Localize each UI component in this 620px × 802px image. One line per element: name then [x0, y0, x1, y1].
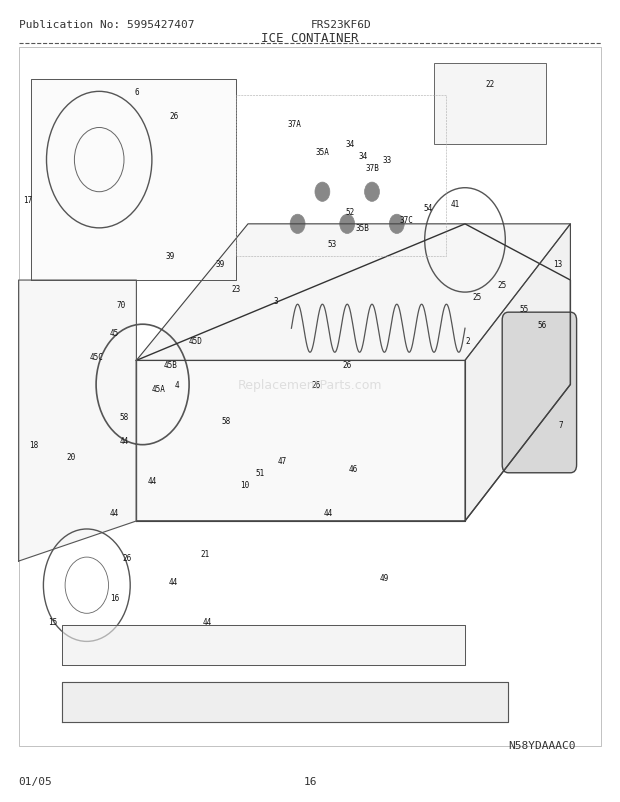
Circle shape — [365, 183, 379, 202]
Text: 25: 25 — [473, 292, 482, 302]
Text: 25: 25 — [498, 280, 507, 290]
Polygon shape — [136, 361, 465, 521]
Text: 26: 26 — [169, 111, 178, 121]
Text: 56: 56 — [538, 320, 547, 330]
Text: 13: 13 — [554, 260, 562, 269]
Text: 18: 18 — [30, 440, 38, 450]
Text: 33: 33 — [383, 156, 392, 165]
Text: 53: 53 — [327, 240, 336, 249]
Text: 4: 4 — [174, 380, 179, 390]
Circle shape — [389, 215, 404, 234]
Text: 46: 46 — [349, 464, 358, 474]
Text: 49: 49 — [380, 573, 389, 582]
Text: 01/05: 01/05 — [19, 776, 52, 786]
Text: 37C: 37C — [399, 216, 413, 225]
Text: 45B: 45B — [164, 360, 177, 370]
Text: 34: 34 — [346, 140, 355, 149]
Text: ICE CONTAINER: ICE CONTAINER — [261, 32, 359, 45]
Text: 16: 16 — [110, 593, 119, 602]
Text: 45D: 45D — [188, 336, 202, 346]
Text: 39: 39 — [166, 252, 175, 261]
Text: 44: 44 — [148, 476, 156, 486]
Text: 23: 23 — [231, 284, 240, 294]
Bar — [434, 64, 546, 144]
Text: 17: 17 — [24, 196, 32, 205]
Circle shape — [340, 215, 355, 234]
Text: 58: 58 — [222, 416, 231, 426]
Text: 26: 26 — [343, 360, 352, 370]
Text: 41: 41 — [451, 200, 460, 209]
Text: 55: 55 — [520, 304, 528, 314]
Text: ReplacementParts.com: ReplacementParts.com — [237, 379, 383, 391]
Circle shape — [290, 215, 305, 234]
Text: 22: 22 — [485, 79, 494, 89]
Text: 44: 44 — [324, 508, 333, 518]
Text: 15: 15 — [48, 617, 57, 626]
Text: 20: 20 — [67, 452, 76, 462]
Text: 44: 44 — [120, 436, 128, 446]
Text: 16: 16 — [303, 776, 317, 786]
Text: 37A: 37A — [288, 119, 301, 129]
Polygon shape — [465, 225, 570, 521]
Text: 39: 39 — [216, 260, 224, 269]
Text: 45: 45 — [110, 328, 119, 338]
Text: 21: 21 — [200, 549, 209, 558]
Text: 70: 70 — [117, 300, 125, 310]
Text: 44: 44 — [110, 508, 119, 518]
Text: 45C: 45C — [89, 352, 103, 362]
Text: 3: 3 — [273, 296, 278, 306]
Text: 35B: 35B — [356, 224, 370, 233]
Text: Publication No: 5995427407: Publication No: 5995427407 — [19, 20, 194, 30]
Text: 10: 10 — [241, 480, 249, 490]
Text: 45A: 45A — [151, 384, 165, 394]
Text: 51: 51 — [256, 468, 265, 478]
Text: 34: 34 — [358, 152, 367, 161]
Text: 54: 54 — [423, 204, 432, 213]
Text: 44: 44 — [169, 577, 178, 586]
FancyBboxPatch shape — [502, 313, 577, 473]
Circle shape — [315, 183, 330, 202]
Text: 35A: 35A — [316, 148, 329, 157]
Polygon shape — [19, 281, 136, 561]
Text: 37B: 37B — [365, 164, 379, 173]
Text: FRS23KF6D: FRS23KF6D — [311, 20, 371, 30]
Text: 2: 2 — [466, 336, 471, 346]
Polygon shape — [31, 80, 236, 281]
Text: 58: 58 — [120, 412, 128, 422]
Text: N58YDAAAC0: N58YDAAAC0 — [508, 740, 576, 750]
Text: 44: 44 — [203, 617, 212, 626]
Text: 26: 26 — [312, 380, 321, 390]
Polygon shape — [62, 682, 508, 722]
Text: 26: 26 — [123, 553, 131, 562]
Polygon shape — [62, 626, 465, 666]
Text: 47: 47 — [278, 456, 286, 466]
Text: 6: 6 — [134, 87, 139, 97]
Text: 52: 52 — [346, 208, 355, 217]
Polygon shape — [136, 225, 570, 361]
Bar — [19, 48, 601, 746]
Text: 7: 7 — [559, 420, 564, 430]
